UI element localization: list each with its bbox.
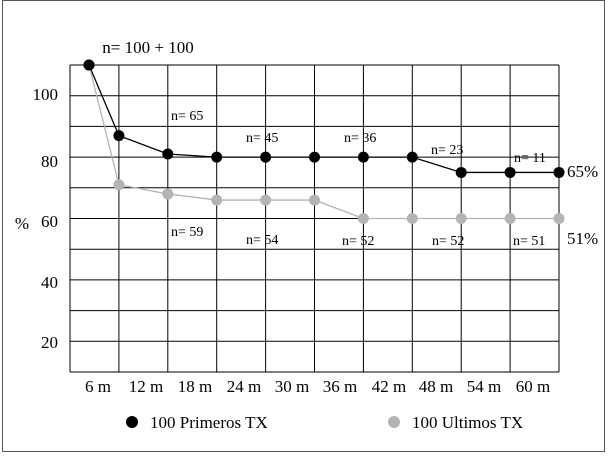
- y-tick-label: 100: [33, 85, 59, 104]
- data-point: [406, 213, 418, 224]
- data-point: [357, 213, 369, 224]
- n-label: n= 59: [171, 225, 203, 240]
- data-point: [260, 194, 272, 206]
- y-axis-label: %: [15, 214, 29, 233]
- x-tick-label: 36 m: [323, 377, 357, 396]
- n-label: n= 51: [513, 234, 545, 249]
- x-tick-label: 54 m: [467, 377, 501, 396]
- chart-title: n= 100 + 100: [102, 38, 193, 57]
- n-label: n= 45: [246, 131, 278, 146]
- y-tick-label: 20: [41, 333, 58, 352]
- data-point: [211, 194, 223, 206]
- series-line-0: [88, 64, 559, 174]
- n-label: n= 11: [514, 151, 546, 166]
- legend: 100 Primeros TX 100 Ultimos TX: [126, 413, 523, 432]
- data-point: [504, 213, 516, 224]
- n-label: n= 23: [431, 143, 463, 158]
- series-layer: [83, 59, 565, 224]
- data-point: [553, 213, 565, 224]
- data-point: [455, 166, 467, 178]
- series-end-label: 65%: [567, 162, 598, 181]
- data-point: [162, 188, 174, 200]
- data-point: [455, 213, 467, 224]
- series-end-label: 51%: [567, 229, 598, 248]
- y-tick-label: 60: [41, 212, 58, 231]
- data-point: [113, 130, 125, 142]
- x-tick-label: 48 m: [419, 377, 453, 396]
- legend-label-ultimos: 100 Ultimos TX: [412, 413, 523, 432]
- data-point: [309, 151, 320, 163]
- n-label: n= 36: [344, 131, 376, 146]
- data-point: [211, 151, 223, 163]
- data-point: [83, 59, 95, 71]
- x-tick-label: 6 m: [85, 377, 111, 396]
- x-tick-label: 18 m: [178, 377, 212, 396]
- n-label: n= 65: [171, 109, 203, 124]
- data-point: [162, 148, 174, 160]
- n-label: n= 52: [432, 234, 464, 249]
- y-tick-label: 40: [41, 273, 58, 292]
- series-line-1: [88, 64, 559, 220]
- x-tick-label: 42 m: [372, 377, 406, 396]
- data-point: [553, 166, 565, 178]
- legend-marker-primeros: [126, 416, 138, 428]
- data-point: [113, 179, 125, 191]
- legend-marker-ultimos: [388, 416, 400, 428]
- n-label: n= 52: [342, 234, 374, 249]
- x-tick-label: 24 m: [227, 377, 261, 396]
- data-point: [504, 166, 516, 178]
- n-label: n= 54: [246, 233, 278, 248]
- x-tick-label: 12 m: [129, 377, 163, 396]
- x-tick-label: 60 m: [516, 377, 550, 396]
- data-point: [406, 151, 418, 163]
- y-tick-label: 80: [41, 152, 58, 171]
- data-point: [357, 151, 369, 163]
- data-point: [260, 151, 272, 163]
- x-tick-label: 30 m: [275, 377, 309, 396]
- data-point: [309, 194, 320, 206]
- legend-label-primeros: 100 Primeros TX: [150, 413, 268, 432]
